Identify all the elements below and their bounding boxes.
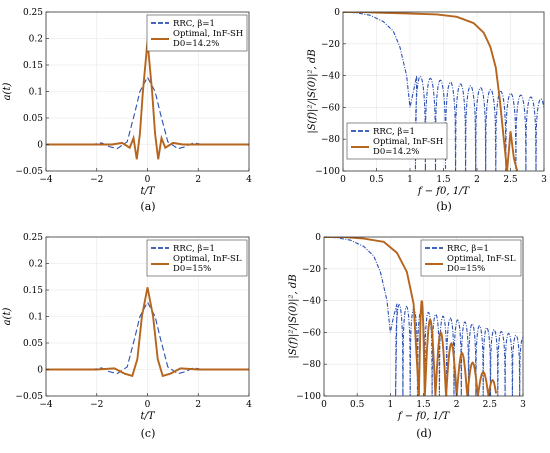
y-tick-label: −60 <box>321 103 340 113</box>
x-tick-label: 1.5 <box>416 400 431 410</box>
y-tick-label: 0.15 <box>23 61 43 71</box>
y-tick-label: 0 <box>37 366 43 376</box>
legend-entry-optimal: Optimal, InF-SL <box>447 254 516 264</box>
y-tick-label: 0.25 <box>23 8 43 18</box>
y-tick-label: −20 <box>321 40 340 50</box>
x-tick-label: 0 <box>321 400 327 410</box>
x-tick-label: 2 <box>195 175 201 185</box>
y-tick-label: 0 <box>315 233 321 243</box>
legend-box <box>146 239 248 277</box>
chart-panel-b: 0 0.5 1 1.5 2 2.5 3 −100 −80 −60 −40 −20 0 f − f0, 1/… <box>307 8 547 213</box>
y-tick-label: 0.25 <box>23 233 43 243</box>
y-tick-label: −80 <box>321 135 340 145</box>
x-tick-label: 2.5 <box>483 400 498 410</box>
chart-panel-c: −4 −2 0 2 4 −0.05 0 0.05 0.1 0.15 0.2 0.25 t/T a(t) RR… <box>2 233 252 440</box>
x-tick-label: 0 <box>145 175 151 185</box>
x-tick-label: 2.5 <box>503 175 518 185</box>
panel-label-a: (a) <box>140 200 155 213</box>
y-tick-label: 0.15 <box>23 286 43 296</box>
y-tick-label: −40 <box>302 297 321 307</box>
x-tick-label: 1.5 <box>436 175 451 185</box>
y-tick-label: 0.2 <box>29 35 43 45</box>
chart-panel-a: −4 −2 0 2 4 −0.05 0 0.05 0.1 0.15 0.2 0.25 t/T a(t) RR… <box>2 8 252 213</box>
x-tick-label: −4 <box>39 175 53 185</box>
x-tick-label: 3 <box>541 175 547 185</box>
x-tick-label: −2 <box>90 175 103 185</box>
y-axis-label: a(t) <box>2 83 13 101</box>
y-tick-label: −0.05 <box>15 167 43 177</box>
x-tick-label: 3 <box>520 400 526 410</box>
panel-label-d: (d) <box>416 427 432 440</box>
y-tick-label: 0.1 <box>29 313 43 323</box>
y-tick-label: −100 <box>296 392 321 402</box>
x-axis-label: f − f0, 1/T <box>397 411 451 422</box>
x-tick-label: 2 <box>454 400 460 410</box>
y-axis-label: a(t) <box>2 308 13 326</box>
legend-entry-rrc: RRC, β=1 <box>173 244 215 254</box>
y-tick-label: −80 <box>302 360 321 370</box>
legend-entry-rrc: RRC, β=1 <box>173 19 215 29</box>
panel-label-b: (b) <box>436 200 452 213</box>
y-tick-label: 0.2 <box>29 260 43 270</box>
legend-box <box>420 239 522 277</box>
panel-label-c: (c) <box>141 427 156 440</box>
legend-entry-rrc: RRC, β=1 <box>447 244 489 254</box>
y-tick-label: −20 <box>302 265 321 275</box>
y-tick-label: −40 <box>321 72 340 82</box>
legend-entry-rrc: RRC, β=1 <box>373 127 415 137</box>
series-line-optimal <box>46 287 249 378</box>
x-tick-label: 2 <box>474 175 480 185</box>
x-tick-label: 0.5 <box>369 175 384 185</box>
series-line-optimal <box>343 12 519 171</box>
y-tick-label: 0 <box>334 8 340 18</box>
legend-entry-d0: D0=15% <box>173 264 211 274</box>
legend-entry-d0: D0=14.2% <box>373 147 419 157</box>
y-tick-label: 0.05 <box>23 339 43 349</box>
y-tick-label: −0.05 <box>15 392 43 402</box>
y-axis-label: |S(f)|²/|S(0)|², dB <box>288 274 299 358</box>
legend-entry-optimal: Optimal, InF-SH <box>173 29 243 39</box>
x-tick-label: 1 <box>387 400 393 410</box>
x-tick-label: 0 <box>340 175 346 185</box>
x-tick-label: −2 <box>90 400 103 410</box>
legend-box <box>146 14 248 52</box>
series-line-optimal <box>324 237 498 396</box>
y-tick-label: 0 <box>37 141 43 151</box>
x-axis-label: f − f0, 1/T <box>417 186 471 197</box>
legend-entry-optimal: Optimal, InF-SL <box>173 254 242 264</box>
x-tick-label: 0 <box>145 400 151 410</box>
y-axis-label: |S(f)|²/|S(0)|², dB <box>307 49 318 133</box>
x-axis-label: t/T <box>140 411 155 422</box>
y-tick-label: −60 <box>302 328 321 338</box>
y-tick-label: −100 <box>315 167 340 177</box>
legend-entry-optimal: Optimal, InF-SH <box>373 137 443 147</box>
x-tick-label: 0.5 <box>350 400 365 410</box>
x-tick-label: 4 <box>246 400 252 410</box>
x-tick-label: 1 <box>407 175 413 185</box>
x-tick-label: 2 <box>195 400 201 410</box>
chart-panel-d: 0 0.5 1 1.5 2 2.5 3 −100 −80 −60 −40 −20 0 f − f0, 1/… <box>288 233 526 440</box>
x-axis-label: t/T <box>140 186 155 197</box>
series-line-rrc <box>46 301 249 375</box>
legend-entry-d0: D0=15% <box>447 264 485 274</box>
legend-box <box>346 122 448 160</box>
y-tick-label: 0.1 <box>29 88 43 98</box>
y-tick-label: 0.05 <box>23 114 43 124</box>
x-tick-label: 4 <box>246 175 252 185</box>
x-tick-label: −4 <box>39 400 53 410</box>
legend-entry-d0: D0=14.2% <box>173 39 219 49</box>
